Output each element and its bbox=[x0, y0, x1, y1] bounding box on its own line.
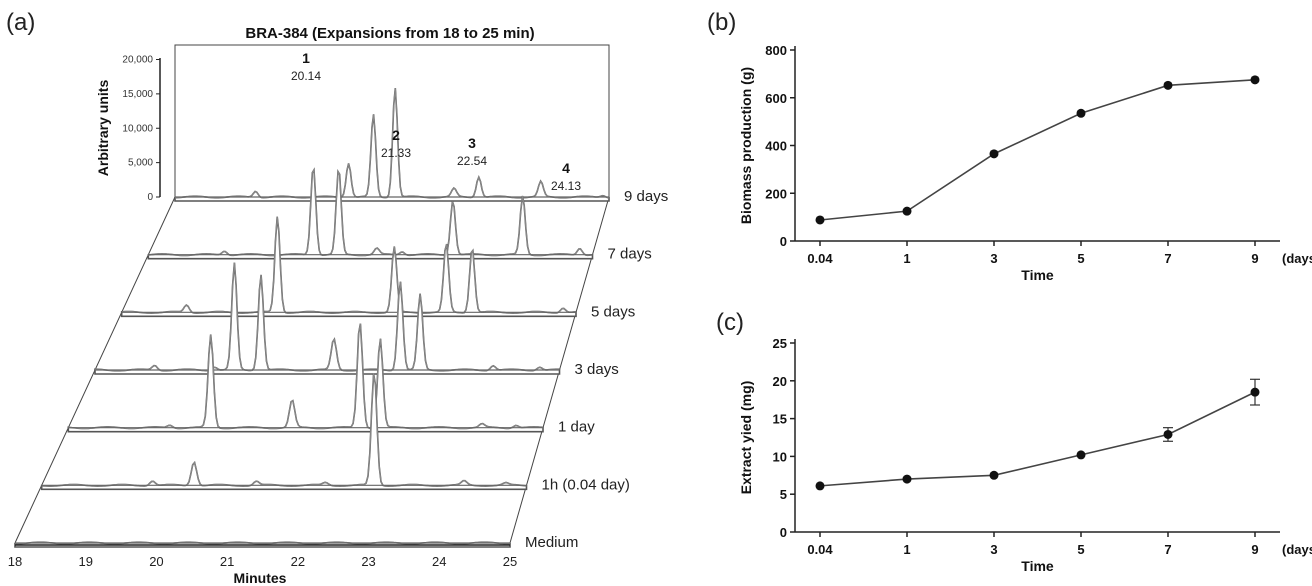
x-tick-label: 5 bbox=[1077, 542, 1084, 557]
x-tick-label: 1 bbox=[903, 542, 910, 557]
x-tick-label: 22 bbox=[291, 554, 305, 569]
x-tick-label: 20 bbox=[149, 554, 163, 569]
data-point bbox=[1250, 75, 1260, 85]
x-tick-label: 9 bbox=[1251, 251, 1258, 266]
x-tick-label: 3 bbox=[990, 542, 997, 557]
x-unit-label: (days) bbox=[1282, 251, 1312, 266]
y-tick-label: 20,000 bbox=[122, 55, 153, 66]
y-tick-label: 5,000 bbox=[128, 158, 153, 169]
row-label: 9 days bbox=[624, 188, 668, 205]
peak-number: 1 bbox=[302, 50, 310, 66]
biomass-chart: 0 200 400 600 800 0.04 1 3 5 7 9 (days) Time Biomass … bbox=[738, 43, 1312, 283]
x-tick-label: 0.04 bbox=[807, 542, 833, 557]
x-axis-title: Minutes bbox=[234, 570, 287, 586]
x-tick-label: 1 bbox=[903, 251, 910, 266]
peak-number: 2 bbox=[392, 127, 400, 143]
x-tick-label: 0.04 bbox=[807, 251, 833, 266]
y-tick-label: 0 bbox=[780, 525, 787, 540]
row-label: Medium bbox=[525, 534, 578, 551]
row-label: 3 days bbox=[575, 361, 619, 378]
extract-yield-chart: 0 5 10 15 20 25 0.04 1 3 5 7 9 (days) Time Extract yie… bbox=[738, 336, 1312, 574]
data-point bbox=[989, 470, 999, 480]
data-point bbox=[815, 481, 825, 491]
x-tick-label: 21 bbox=[220, 554, 234, 569]
data-point bbox=[815, 215, 825, 225]
data-point bbox=[1250, 387, 1260, 397]
peak-number: 4 bbox=[562, 160, 570, 176]
data-point bbox=[989, 149, 999, 159]
data-point bbox=[1076, 450, 1086, 460]
x-tick-label: 3 bbox=[990, 251, 997, 266]
trace-fill bbox=[120, 216, 577, 318]
chromatogram-trace bbox=[68, 323, 544, 430]
series-line bbox=[819, 391, 1256, 487]
peak-retention-time: 21.33 bbox=[381, 146, 411, 160]
y-tick-label: 400 bbox=[765, 139, 787, 154]
x-tick-label: 23 bbox=[361, 554, 375, 569]
x-tick-label: 9 bbox=[1251, 542, 1258, 557]
y-tick-label: 200 bbox=[765, 186, 787, 201]
y-tick-label: 10,000 bbox=[122, 123, 153, 134]
x-tick-label: 7 bbox=[1164, 251, 1171, 266]
y-tick-label: 15,000 bbox=[122, 89, 153, 100]
chart-frame bbox=[174, 44, 610, 197]
chromatogram-trace bbox=[121, 216, 577, 314]
row-label: 1h (0.04 day) bbox=[542, 476, 630, 493]
y-tick-label: 5 bbox=[780, 487, 787, 502]
series-line bbox=[819, 79, 1256, 221]
peak-number: 3 bbox=[468, 135, 476, 151]
data-point bbox=[902, 474, 912, 484]
x-axis-title: Time bbox=[1021, 558, 1054, 574]
y-tick-label: 600 bbox=[765, 91, 787, 106]
x-tick-label: 24 bbox=[432, 554, 446, 569]
panel-b-label: (b) bbox=[707, 9, 736, 36]
peak-retention-time: 22.54 bbox=[457, 154, 487, 168]
y-axis-title: Arbitrary units bbox=[95, 80, 111, 177]
x-tick-label: 18 bbox=[8, 554, 22, 569]
peak-retention-time: 20.14 bbox=[291, 69, 321, 83]
trace-fill bbox=[67, 323, 544, 433]
x-unit-label: (days) bbox=[1282, 542, 1312, 557]
y-tick-label: 800 bbox=[765, 43, 787, 58]
data-point bbox=[1076, 108, 1086, 118]
peak-retention-time: 24.13 bbox=[551, 179, 581, 193]
x-tick-label: 7 bbox=[1164, 542, 1171, 557]
trace-fill bbox=[94, 262, 561, 375]
y-tick-label: 15 bbox=[773, 412, 787, 427]
y-tick-label: 25 bbox=[773, 336, 787, 351]
data-point bbox=[1163, 80, 1173, 90]
panel-c-label: (c) bbox=[716, 309, 744, 336]
row-label: 1 day bbox=[558, 419, 595, 436]
y-tick-label: 0 bbox=[780, 234, 787, 249]
y-axis-title: Extract yied (mg) bbox=[738, 381, 754, 495]
chart-title: BRA-384 (Expansions from 18 to 25 min) bbox=[245, 25, 534, 42]
row-label: 5 days bbox=[591, 303, 635, 320]
y-tick-label: 10 bbox=[773, 449, 787, 464]
x-tick-label: 25 bbox=[503, 554, 517, 569]
y-tick-label: 20 bbox=[773, 374, 787, 389]
y-axis-title: Biomass production (g) bbox=[738, 67, 754, 224]
chromatogram-chart: BRA-384 (Expansions from 18 to 25 min) 0 5… bbox=[8, 25, 668, 586]
data-point bbox=[1163, 429, 1173, 439]
x-tick-label: 19 bbox=[78, 554, 92, 569]
data-point bbox=[902, 206, 912, 216]
panel-a-label: (a) bbox=[6, 9, 35, 36]
x-tick-label: 5 bbox=[1077, 251, 1084, 266]
x-axis-title: Time bbox=[1021, 267, 1054, 283]
row-label: 7 days bbox=[608, 246, 652, 263]
y-tick-label: 0 bbox=[147, 192, 153, 203]
